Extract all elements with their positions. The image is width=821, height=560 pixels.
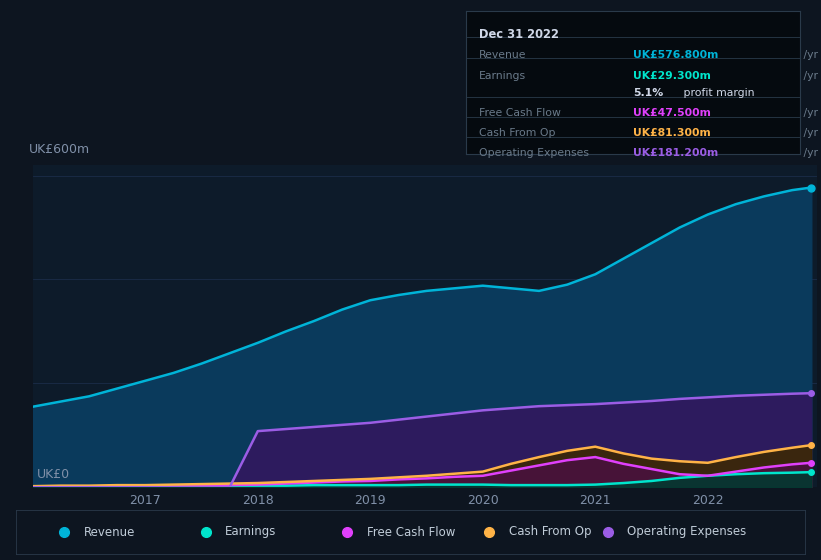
Text: UK£600m: UK£600m xyxy=(29,143,90,156)
Text: Earnings: Earnings xyxy=(225,525,277,539)
Text: /yr: /yr xyxy=(800,108,819,118)
Text: Revenue: Revenue xyxy=(84,525,135,539)
Text: UK£81.300m: UK£81.300m xyxy=(633,128,711,138)
Text: 5.1%: 5.1% xyxy=(633,88,663,99)
Text: UK£576.800m: UK£576.800m xyxy=(633,50,718,60)
Text: /yr: /yr xyxy=(800,71,819,81)
Text: Operating Expenses: Operating Expenses xyxy=(479,148,589,158)
Text: UK£181.200m: UK£181.200m xyxy=(633,148,718,158)
Text: Cash From Op: Cash From Op xyxy=(479,128,555,138)
Text: profit margin: profit margin xyxy=(680,88,754,99)
Text: /yr: /yr xyxy=(800,128,819,138)
Text: UK£0: UK£0 xyxy=(37,468,70,480)
Text: Cash From Op: Cash From Op xyxy=(509,525,591,539)
Text: UK£29.300m: UK£29.300m xyxy=(633,71,711,81)
Text: Earnings: Earnings xyxy=(479,71,526,81)
Text: UK£47.500m: UK£47.500m xyxy=(633,108,711,118)
Text: /yr: /yr xyxy=(800,50,819,60)
Text: Operating Expenses: Operating Expenses xyxy=(627,525,746,539)
Text: Revenue: Revenue xyxy=(479,50,526,60)
Text: Free Cash Flow: Free Cash Flow xyxy=(479,108,561,118)
Text: /yr: /yr xyxy=(800,148,819,158)
Text: Free Cash Flow: Free Cash Flow xyxy=(367,525,456,539)
Text: Dec 31 2022: Dec 31 2022 xyxy=(479,29,559,41)
